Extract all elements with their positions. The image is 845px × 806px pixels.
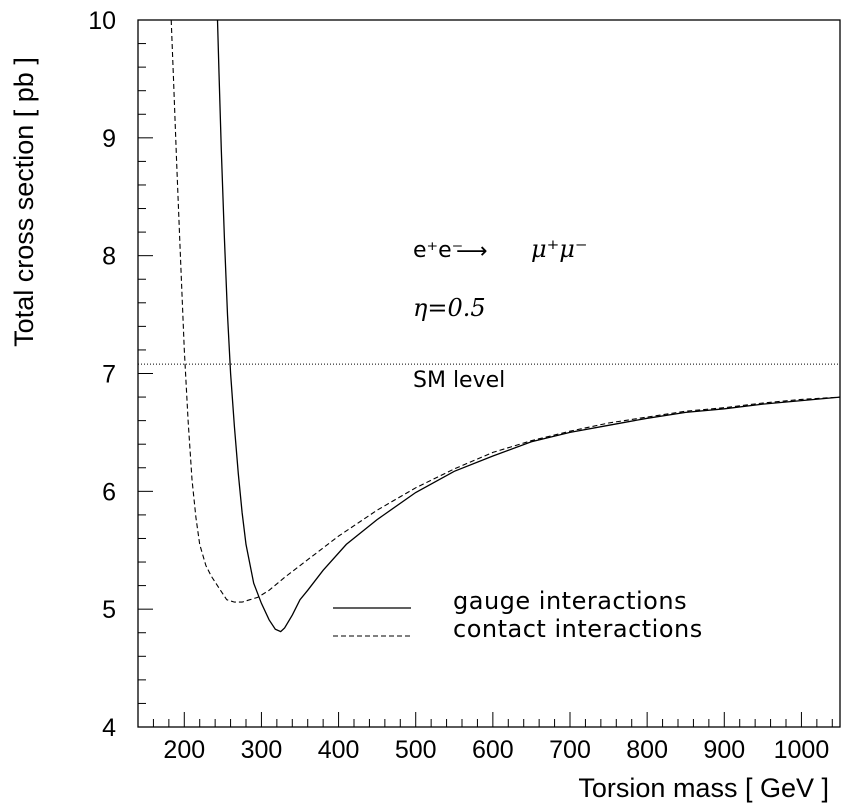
process-lhs: e⁺e⁻ bbox=[413, 238, 463, 263]
legend-label-contact: contact interactions bbox=[453, 615, 703, 643]
y-tick-label: 9 bbox=[102, 125, 116, 153]
x-tick-label: 1000 bbox=[774, 736, 830, 764]
y-tick-label: 5 bbox=[102, 596, 116, 624]
x-tick-label: 200 bbox=[163, 736, 205, 764]
x-tick-label: 900 bbox=[703, 736, 745, 764]
process-rhs: μ⁺μ⁻ bbox=[531, 235, 588, 263]
series-line-gauge bbox=[216, 19, 841, 633]
eta-annotation: η=0.5 bbox=[413, 294, 486, 322]
x-tick-label: 700 bbox=[549, 736, 591, 764]
y-tick-label: 10 bbox=[88, 7, 116, 35]
x-tick-label: 600 bbox=[472, 736, 514, 764]
x-tick-label: 400 bbox=[318, 736, 360, 764]
sm-level-label: SM level bbox=[413, 368, 505, 393]
x-tick-label: 300 bbox=[241, 736, 283, 764]
y-tick-label: 4 bbox=[102, 714, 116, 742]
y-axis-label: Total cross section [ pb ] bbox=[9, 57, 39, 347]
y-tick-label: 7 bbox=[102, 361, 116, 389]
process-annotation: e⁺e⁻ ⟶ μ⁺μ⁻ bbox=[413, 235, 588, 264]
process-arrow: ⟶ bbox=[456, 239, 488, 264]
legend-label-gauge: gauge interactions bbox=[453, 587, 687, 615]
x-tick-label: 500 bbox=[395, 736, 437, 764]
ticks-group bbox=[138, 19, 833, 728]
x-tick-label: 800 bbox=[626, 736, 668, 764]
tick-labels-group: 200 300 400 500 600 700 800 900 1000 4 5 6 7 8 9 10 bbox=[88, 7, 829, 764]
series-line-contact bbox=[170, 19, 841, 603]
legend: gauge interactions contact interactions bbox=[333, 587, 703, 643]
x-axis-label: Torsion mass [ GeV ] bbox=[578, 773, 829, 803]
y-tick-label: 6 bbox=[102, 478, 116, 506]
y-tick-label: 8 bbox=[102, 243, 116, 271]
series-group bbox=[138, 19, 841, 633]
